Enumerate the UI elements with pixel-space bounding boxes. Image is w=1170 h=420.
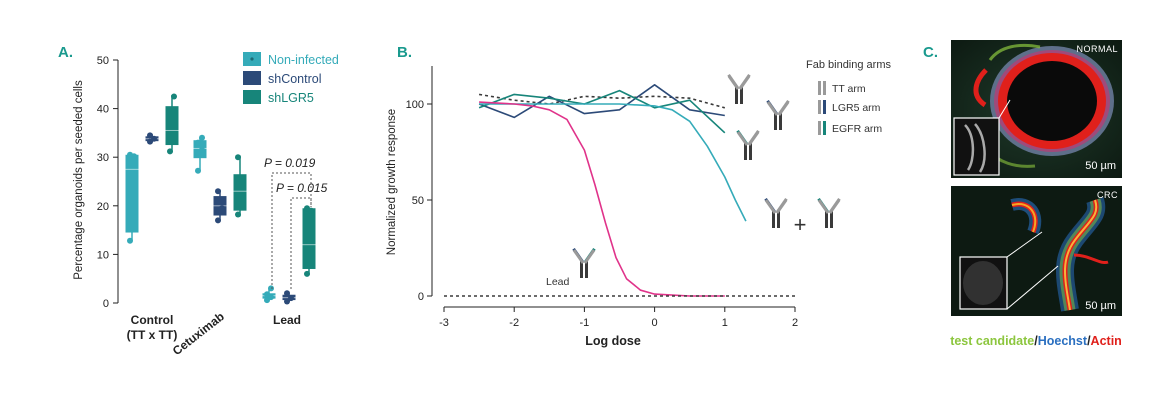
- a-data-point: [199, 135, 205, 141]
- panel-a: A. Percentage organoids per seeded cells…: [58, 44, 339, 358]
- p-value-annotation-2: P = 0.015: [276, 181, 328, 195]
- panel-b-legend-title: Fab binding arms: [806, 59, 891, 71]
- stain-test-candidate: test candidate: [950, 334, 1034, 348]
- a-data-point: [127, 152, 133, 158]
- b-x-tick-label: -1: [580, 317, 590, 329]
- antibody-combo-lgr5-icon: [764, 198, 787, 228]
- b-y-tick-label: 0: [418, 291, 424, 303]
- a-y-tick-label: 0: [103, 298, 109, 310]
- a-data-point: [167, 148, 173, 154]
- panel-b-letter: B.: [397, 44, 412, 61]
- panel-a-y-axis-title: Percentage organoids per seeded cells: [73, 80, 85, 280]
- egfr-arm-icon: [818, 121, 826, 135]
- stain-legend: test candidate/Hoechst/Actin: [950, 334, 1122, 348]
- a-data-point: [199, 147, 205, 153]
- legend-label-egfr-arm: EGFR arm: [832, 123, 882, 135]
- a-data-point: [147, 132, 153, 138]
- legend-swatch-shcontrol: [243, 71, 261, 85]
- a-data-point: [284, 290, 290, 296]
- stain-hoechst: Hoechst: [1038, 334, 1088, 348]
- a-data-point: [268, 285, 274, 291]
- a-y-tick-label: 50: [97, 55, 109, 67]
- a-data-point: [304, 205, 310, 211]
- a-data-point: [264, 291, 270, 297]
- panel-a-significance: P = 0.019 P = 0.015: [264, 156, 328, 289]
- a-y-tick-label: 30: [97, 152, 109, 164]
- a-y-tick-label: 20: [97, 201, 109, 213]
- panel-b-y-ticks: 0 50 100: [406, 99, 432, 303]
- lead-curve-label: Lead: [546, 276, 570, 288]
- legend-label-shlgr5: shLGR5: [268, 91, 314, 105]
- panel-c: C. NORMAL 50 µm: [923, 40, 1122, 348]
- organoid-image-crc: CRC 50 µm: [951, 186, 1122, 316]
- legend-swatch-shlgr5: [243, 90, 261, 104]
- a-data-point: [235, 154, 241, 160]
- b-x-tick-label: 1: [722, 317, 728, 329]
- p-value-annotation-1: P = 0.019: [264, 156, 316, 170]
- a-data-point: [219, 205, 225, 211]
- panel-a-legend: Non-infected shControl shLGR5: [243, 52, 339, 105]
- antibody-egfr-icon: [736, 130, 759, 160]
- a-data-point: [215, 217, 221, 223]
- a-data-point: [215, 188, 221, 194]
- panel-a-x-labels: Control (TT x TT) Cetuximab Lead: [127, 309, 301, 358]
- a-data-point: [195, 168, 201, 174]
- antibody-lead-icon: [572, 248, 595, 278]
- a-box: [166, 106, 179, 145]
- b-x-tick-label: -2: [509, 317, 519, 329]
- scale-label-bottom: 50 µm: [1085, 300, 1116, 312]
- a-data-point: [127, 238, 133, 244]
- image-label-normal: NORMAL: [1076, 44, 1118, 54]
- organoid-image-normal: NORMAL 50 µm: [951, 40, 1122, 178]
- legend-label-tt-arm: TT arm: [832, 83, 866, 95]
- panel-c-letter: C.: [923, 44, 938, 61]
- a-x-tick-label-control-line1: Control: [131, 313, 174, 327]
- a-x-tick-label-cetuximab: Cetuximab: [170, 309, 227, 358]
- a-box: [303, 208, 316, 269]
- plus-sign: +: [794, 212, 807, 237]
- b-x-tick-label: 0: [652, 317, 658, 329]
- antibody-tt-icon: [727, 74, 750, 104]
- lgr5-arm-icon: [818, 100, 826, 114]
- b-x-tick-label: -3: [439, 317, 449, 329]
- panel-b-x-axis-title: Log dose: [585, 334, 641, 348]
- antibody-lgr5-icon: [766, 100, 789, 130]
- panel-a-y-ticks: 0 10 20 30 40 50: [97, 55, 118, 310]
- panel-b-legend: TT arm LGR5 arm EGFR arm: [818, 81, 882, 135]
- a-data-point: [195, 140, 201, 146]
- a-data-point: [235, 212, 241, 218]
- panel-b-x-ticks: -3 -2 -1 0 1 2: [439, 307, 798, 329]
- panel-a-boxes: [126, 93, 316, 304]
- b-series-line-3: [479, 104, 746, 221]
- legend-swatch-dot: [250, 57, 253, 60]
- antibody-combo-egfr-icon: [817, 198, 840, 228]
- image-label-crc: CRC: [1097, 190, 1118, 200]
- a-data-point: [304, 271, 310, 277]
- b-y-tick-label: 50: [412, 195, 424, 207]
- stain-actin: Actin: [1091, 334, 1122, 348]
- b-x-tick-label: 2: [792, 317, 798, 329]
- panel-a-letter: A.: [58, 44, 73, 61]
- a-box: [126, 155, 139, 233]
- a-x-tick-label-control-line2: (TT x TT): [127, 328, 178, 342]
- panel-b-lines: [444, 85, 795, 296]
- a-data-point: [288, 295, 294, 301]
- a-y-tick-label: 10: [97, 249, 109, 261]
- b-y-tick-label: 100: [406, 99, 424, 111]
- legend-label-shcontrol: shControl: [268, 72, 322, 86]
- tt-arm-icon: [818, 81, 826, 95]
- panel-b-y-axis-title: Normalized growth response: [386, 109, 398, 255]
- a-data-point: [171, 93, 177, 99]
- legend-label-lgr5-arm: LGR5 arm: [832, 102, 881, 114]
- a-x-tick-label-lead: Lead: [273, 313, 301, 327]
- a-y-tick-label: 40: [97, 104, 109, 116]
- a-data-point: [239, 179, 245, 185]
- b-series-line-4: [479, 102, 725, 296]
- legend-label-non-infected: Non-infected: [268, 53, 339, 67]
- scale-label-top: 50 µm: [1085, 160, 1116, 172]
